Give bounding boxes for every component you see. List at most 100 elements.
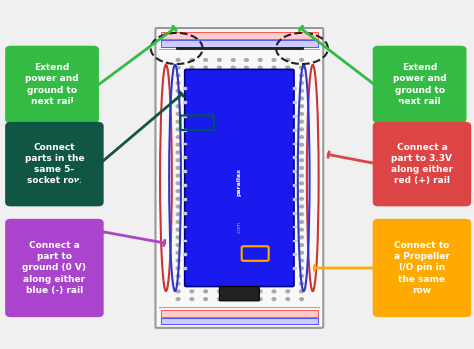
Circle shape	[245, 290, 248, 293]
Circle shape	[272, 89, 276, 92]
Circle shape	[258, 267, 262, 270]
Circle shape	[245, 66, 248, 69]
Circle shape	[245, 74, 248, 77]
Circle shape	[218, 198, 221, 200]
Text: Extend
power and
ground to
next rail: Extend power and ground to next rail	[393, 63, 447, 106]
Circle shape	[190, 82, 194, 84]
Circle shape	[286, 267, 290, 270]
Circle shape	[190, 159, 194, 162]
FancyBboxPatch shape	[373, 219, 471, 317]
Circle shape	[218, 136, 221, 139]
Circle shape	[231, 244, 235, 246]
Circle shape	[190, 120, 194, 123]
Circle shape	[258, 59, 262, 61]
Circle shape	[218, 128, 221, 131]
Bar	[161, 32, 318, 39]
Circle shape	[218, 166, 221, 169]
Circle shape	[272, 136, 276, 139]
Circle shape	[218, 259, 221, 262]
Circle shape	[300, 105, 303, 107]
Bar	[183, 267, 186, 269]
Circle shape	[245, 97, 248, 100]
Circle shape	[300, 143, 303, 146]
Circle shape	[245, 143, 248, 146]
Circle shape	[300, 228, 303, 231]
Circle shape	[176, 282, 180, 285]
Circle shape	[272, 267, 276, 270]
Circle shape	[218, 97, 221, 100]
Circle shape	[204, 74, 208, 77]
Bar	[183, 170, 186, 172]
Circle shape	[272, 74, 276, 77]
Circle shape	[204, 282, 208, 285]
Circle shape	[272, 66, 276, 69]
Circle shape	[272, 97, 276, 100]
Bar	[161, 310, 318, 317]
Circle shape	[245, 251, 248, 254]
Circle shape	[300, 174, 303, 177]
Circle shape	[300, 259, 303, 262]
Circle shape	[272, 244, 276, 246]
Circle shape	[176, 236, 180, 239]
Bar	[183, 212, 186, 214]
Circle shape	[190, 251, 194, 254]
Circle shape	[245, 275, 248, 277]
Circle shape	[286, 221, 290, 223]
Circle shape	[204, 244, 208, 246]
Circle shape	[204, 190, 208, 192]
Circle shape	[218, 275, 221, 277]
Circle shape	[286, 112, 290, 115]
Circle shape	[300, 221, 303, 223]
Circle shape	[286, 82, 290, 84]
Circle shape	[300, 128, 303, 131]
Circle shape	[286, 120, 290, 123]
Circle shape	[286, 174, 290, 177]
Circle shape	[218, 267, 221, 270]
Circle shape	[258, 228, 262, 231]
Bar	[292, 143, 296, 144]
Circle shape	[176, 275, 180, 277]
Circle shape	[176, 221, 180, 223]
Circle shape	[190, 112, 194, 115]
Circle shape	[218, 59, 221, 61]
Circle shape	[218, 112, 221, 115]
Circle shape	[190, 290, 194, 293]
Circle shape	[231, 74, 235, 77]
Circle shape	[204, 275, 208, 277]
Circle shape	[204, 97, 208, 100]
Circle shape	[258, 159, 262, 162]
Circle shape	[176, 66, 180, 69]
Circle shape	[190, 213, 194, 216]
Circle shape	[204, 251, 208, 254]
Circle shape	[204, 259, 208, 262]
Circle shape	[218, 120, 221, 123]
Circle shape	[190, 105, 194, 107]
Circle shape	[258, 298, 262, 300]
Circle shape	[190, 174, 194, 177]
Circle shape	[300, 136, 303, 139]
Circle shape	[258, 275, 262, 277]
Circle shape	[176, 298, 180, 300]
Circle shape	[204, 221, 208, 223]
Circle shape	[258, 221, 262, 223]
Circle shape	[231, 136, 235, 139]
Circle shape	[286, 59, 290, 61]
Circle shape	[258, 290, 262, 293]
Circle shape	[231, 236, 235, 239]
Circle shape	[245, 236, 248, 239]
Circle shape	[286, 166, 290, 169]
Circle shape	[245, 213, 248, 216]
Circle shape	[245, 190, 248, 192]
Circle shape	[231, 89, 235, 92]
Circle shape	[204, 205, 208, 208]
Circle shape	[231, 66, 235, 69]
Circle shape	[190, 236, 194, 239]
Circle shape	[231, 221, 235, 223]
FancyBboxPatch shape	[185, 69, 294, 287]
Circle shape	[258, 74, 262, 77]
Circle shape	[300, 66, 303, 69]
Circle shape	[272, 298, 276, 300]
Circle shape	[176, 59, 180, 61]
Circle shape	[204, 143, 208, 146]
Circle shape	[286, 136, 290, 139]
